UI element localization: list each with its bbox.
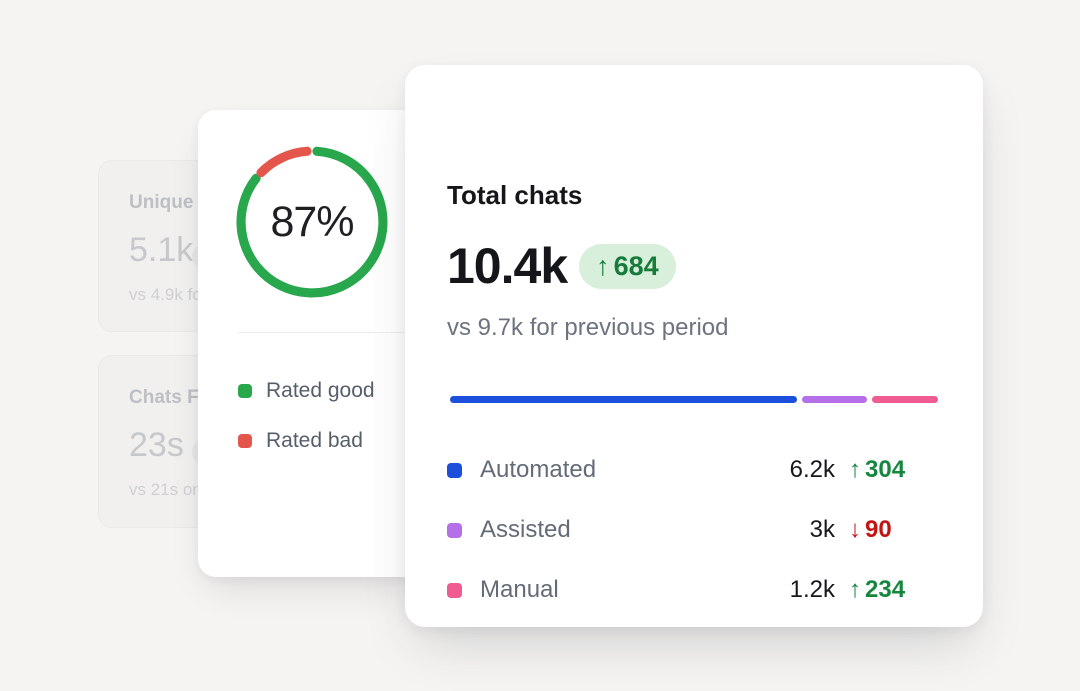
ratings-donut-chart: 87% xyxy=(236,146,388,298)
bar-segment-automated xyxy=(450,396,797,403)
donut-segment-rated-good xyxy=(236,146,388,298)
delta-value: 234 xyxy=(865,576,906,603)
metric-comparison: vs 21s on xyxy=(129,480,202,499)
badge-value: 684 xyxy=(613,250,659,281)
row-delta: ↓ 90 xyxy=(849,516,941,544)
trend-badge: ↑ 684 xyxy=(579,243,676,289)
metric-value: 23s xyxy=(129,426,184,464)
headline-value-row: 10.4k ↑ 684 xyxy=(447,241,676,291)
metric-comparison: vs 4.9k fo xyxy=(129,285,202,304)
row-label: Manual xyxy=(480,576,559,603)
up-arrow-icon: ↑ xyxy=(849,576,861,603)
row-value: 6.2k xyxy=(789,456,835,483)
legend-label: Rated bad xyxy=(266,429,363,452)
up-arrow-icon: ↑ xyxy=(596,250,610,281)
donut-segment-rated-bad xyxy=(256,146,312,178)
bar-segment-manual xyxy=(872,396,938,403)
manual-swatch xyxy=(447,582,462,598)
breakdown-row-automated: Automated 6.2k ↑ 304 xyxy=(447,448,941,492)
rated-bad-swatch xyxy=(238,434,252,448)
down-arrow-icon: ↓ xyxy=(849,516,861,543)
breakdown-list: Automated 6.2k ↑ 304 Assisted 3k ↓ 90 Ma… xyxy=(447,448,941,612)
metric-value: 5.1k xyxy=(129,231,194,269)
breakdown-row-assisted: Assisted 3k ↓ 90 xyxy=(447,508,941,552)
row-delta: ↑ 234 xyxy=(849,576,941,604)
total-chats-value: 10.4k xyxy=(447,238,568,294)
ratings-card[interactable]: 87% Rated good Rated bad xyxy=(198,110,428,577)
total-chats-card[interactable]: Total chats 10.4k ↑ 684 vs 9.7k for prev… xyxy=(405,65,983,627)
row-label: Automated xyxy=(480,456,597,483)
divider xyxy=(238,332,410,333)
comparison-text: vs 9.7k for previous period xyxy=(447,314,729,341)
row-label: Assisted xyxy=(480,516,571,543)
stacked-bar-chart xyxy=(450,396,942,403)
assisted-swatch xyxy=(447,522,462,538)
ratings-legend: Rated good Rated bad xyxy=(238,374,375,458)
up-arrow-icon: ↑ xyxy=(849,456,861,483)
row-delta: ↑ 304 xyxy=(849,456,941,484)
breakdown-row-manual: Manual 1.2k ↑ 234 xyxy=(447,568,941,612)
metric-title: Chats Fir xyxy=(129,387,212,408)
delta-value: 304 xyxy=(865,456,906,483)
legend-item-rated-bad: Rated bad xyxy=(238,424,375,458)
row-value: 1.2k xyxy=(789,576,835,603)
bar-segment-assisted xyxy=(802,396,867,403)
row-value: 3k xyxy=(809,516,835,543)
rated-good-swatch xyxy=(238,384,252,398)
metric-title: Unique v xyxy=(129,192,210,213)
delta-value: 90 xyxy=(865,516,892,543)
legend-item-rated-good: Rated good xyxy=(238,374,375,408)
card-title: Total chats xyxy=(447,180,583,210)
automated-swatch xyxy=(447,462,462,478)
donut-center-label: 87% xyxy=(270,197,354,246)
legend-label: Rated good xyxy=(266,379,375,402)
